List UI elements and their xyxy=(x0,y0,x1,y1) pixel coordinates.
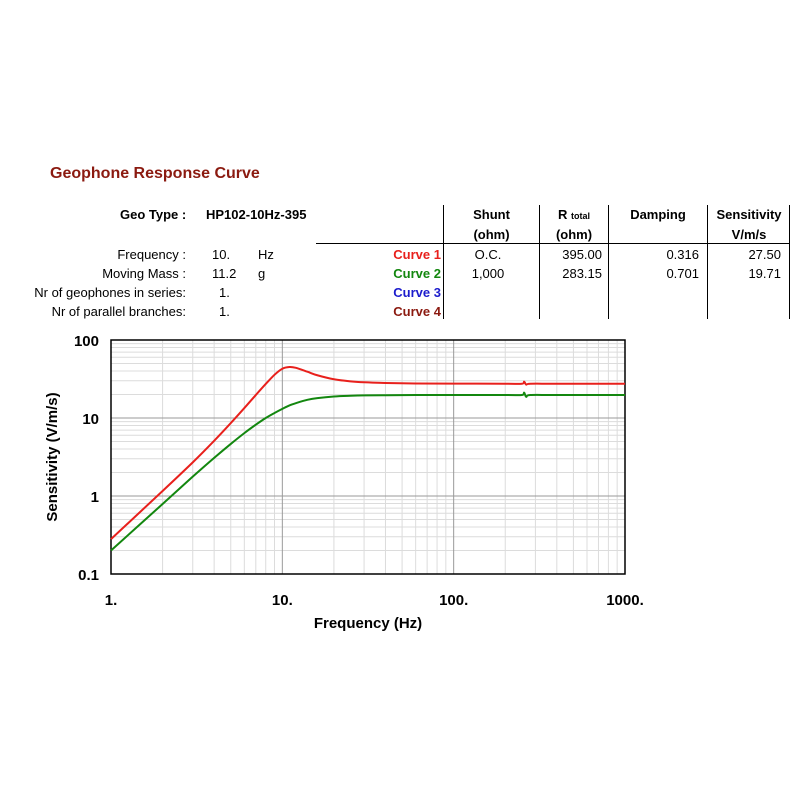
table-divider xyxy=(707,205,708,319)
curve-label: Curve 3 xyxy=(361,285,441,300)
sensitivity-header: Sensitivity xyxy=(708,207,790,222)
tick-labels: 1. 10. 100. 1000. 0.1 1 10 100 xyxy=(74,333,644,609)
parallel-count-label: Nr of parallel branches: xyxy=(6,304,186,319)
shunt-value: O.C. xyxy=(444,247,532,262)
curve-label: Curve 4 xyxy=(361,304,441,319)
moving-mass-label: Moving Mass : xyxy=(6,266,186,281)
frequency-value: 10. xyxy=(212,247,230,262)
damping-value: 0.316 xyxy=(609,247,699,262)
table-divider xyxy=(539,205,540,319)
grid-major xyxy=(111,340,625,574)
sensitivity-value: 19.71 xyxy=(708,266,781,281)
page-title: Geophone Response Curve xyxy=(50,165,260,183)
damping-value: 0.701 xyxy=(609,266,699,281)
table-divider xyxy=(443,205,444,319)
shunt-header: Shunt xyxy=(444,207,539,222)
plot-frame xyxy=(111,340,625,574)
frequency-unit: Hz xyxy=(258,247,274,262)
y-axis-label: Sensitivity (V/m/s) xyxy=(44,392,61,521)
sensitivity-unit: V/m/s xyxy=(708,227,790,242)
table-divider xyxy=(789,205,790,319)
r-total-sub: total xyxy=(571,211,590,221)
moving-mass-unit: g xyxy=(258,266,265,281)
r-total-value: 395.00 xyxy=(540,247,602,262)
damping-header: Damping xyxy=(609,207,707,222)
parallel-count-value: 1. xyxy=(219,304,230,319)
frequency-label: Frequency : xyxy=(6,247,186,262)
series-count-label: Nr of geophones in series: xyxy=(6,285,186,300)
curve-label: Curve 1 xyxy=(361,247,441,262)
x-tick-label: 100. xyxy=(439,592,468,609)
x-tick-label: 1000. xyxy=(606,592,644,609)
y-tick-label: 1 xyxy=(91,489,99,506)
y-tick-label: 0.1 xyxy=(78,567,99,584)
series-count-value: 1. xyxy=(219,285,230,300)
table-divider xyxy=(608,205,609,319)
r-total-main: R xyxy=(558,207,567,222)
x-tick-label: 1. xyxy=(105,592,118,609)
curve-label: Curve 2 xyxy=(361,266,441,281)
y-tick-label: 10 xyxy=(82,411,99,428)
geo-type-value: HP102-10Hz-395 xyxy=(206,207,306,222)
geo-type-label: Geo Type : xyxy=(120,207,186,222)
x-axis-label: Frequency (Hz) xyxy=(314,615,422,632)
grid-minor xyxy=(111,340,625,574)
shunt-value: 1,000 xyxy=(444,266,532,281)
x-tick-label: 10. xyxy=(272,592,293,609)
r-total-header: R total xyxy=(540,207,608,222)
sensitivity-chart: 1. 10. 100. 1000. 0.1 1 10 100 Frequency (Hz) S… xyxy=(0,320,805,640)
r-total-unit: (ohm) xyxy=(540,227,608,242)
moving-mass-value: 11.2 xyxy=(212,266,236,281)
r-total-value: 283.15 xyxy=(540,266,602,281)
sensitivity-value: 27.50 xyxy=(708,247,781,262)
shunt-unit: (ohm) xyxy=(444,227,539,242)
table-header-rule xyxy=(316,243,789,244)
y-tick-label: 100 xyxy=(74,333,99,350)
